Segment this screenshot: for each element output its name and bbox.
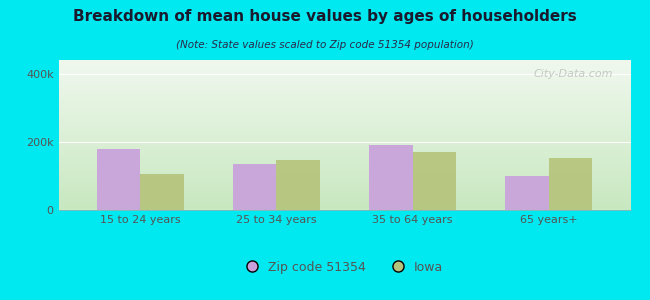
Legend: Zip code 51354, Iowa: Zip code 51354, Iowa [241,256,448,279]
Bar [233,164,276,210]
Bar [413,152,456,210]
Bar [97,148,140,210]
Text: (Note: State values scaled to Zip code 51354 population): (Note: State values scaled to Zip code 5… [176,40,474,50]
Bar [505,176,549,210]
Text: Breakdown of mean house values by ages of householders: Breakdown of mean house values by ages o… [73,9,577,24]
Bar [276,160,320,210]
Bar [369,145,413,210]
Text: City-Data.com: City-Data.com [534,69,614,79]
Bar [140,174,184,210]
Bar [549,158,592,210]
